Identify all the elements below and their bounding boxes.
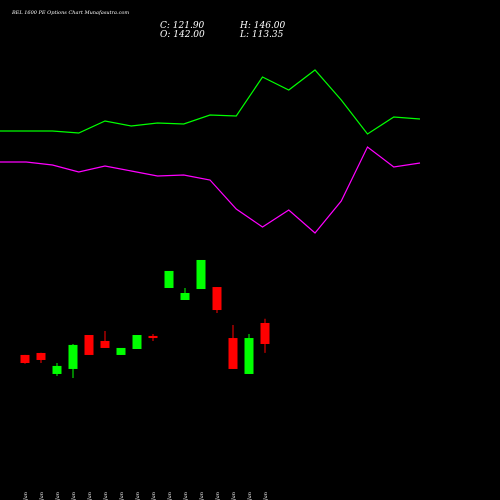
x-tick-label: 10 Jan	[87, 492, 93, 500]
x-tick-label: 13 Jan	[103, 492, 109, 500]
x-tick-label: 23 Jan	[199, 492, 205, 500]
candle-body	[228, 338, 238, 369]
chart-title: BEL 1600 PE Options Chart Munafasutra.co…	[11, 10, 129, 16]
candle-body	[36, 352, 46, 360]
candle-body	[196, 259, 206, 290]
indicator-line	[0, 146, 421, 234]
x-tick-label: 29 Jan	[247, 492, 253, 500]
candle-body	[20, 354, 30, 364]
x-tick-label: 27 Jan	[215, 492, 221, 500]
low-label: L: 113.35	[239, 30, 284, 40]
candle-body	[100, 340, 110, 348]
candle-body	[68, 344, 78, 369]
x-tick-label: 09 Jan	[71, 492, 77, 500]
candle-body	[260, 322, 270, 344]
x-tick-label: 21 Jan	[167, 492, 173, 500]
x-tick-label: 30 Jan	[263, 492, 269, 500]
candle-body	[148, 335, 158, 339]
high-label: H: 146.00	[239, 21, 286, 31]
close-label: C: 121.90	[160, 21, 205, 31]
open-label: O: 142.00	[160, 30, 205, 40]
x-tick-label: 16 Jan	[135, 492, 141, 500]
candle-body	[132, 335, 142, 350]
candle-body	[180, 292, 190, 300]
x-tick-label: 08 Jan	[55, 492, 61, 500]
candle-body	[84, 335, 94, 355]
x-tick-label: 17 Jan	[151, 492, 157, 500]
x-tick-label: 28 Jan	[231, 492, 237, 500]
x-tick-label: 03 Jan	[23, 492, 29, 500]
candle-body	[244, 338, 254, 374]
x-tick-label: 14 Jan	[119, 492, 125, 500]
candle-body	[116, 347, 126, 355]
candle-body	[52, 365, 62, 374]
x-tick-label: 22 Jan	[183, 492, 189, 500]
candle-body	[164, 270, 174, 288]
candle-body	[212, 287, 222, 311]
indicator-line	[0, 69, 421, 135]
x-tick-label: 06 Jan	[39, 492, 45, 500]
